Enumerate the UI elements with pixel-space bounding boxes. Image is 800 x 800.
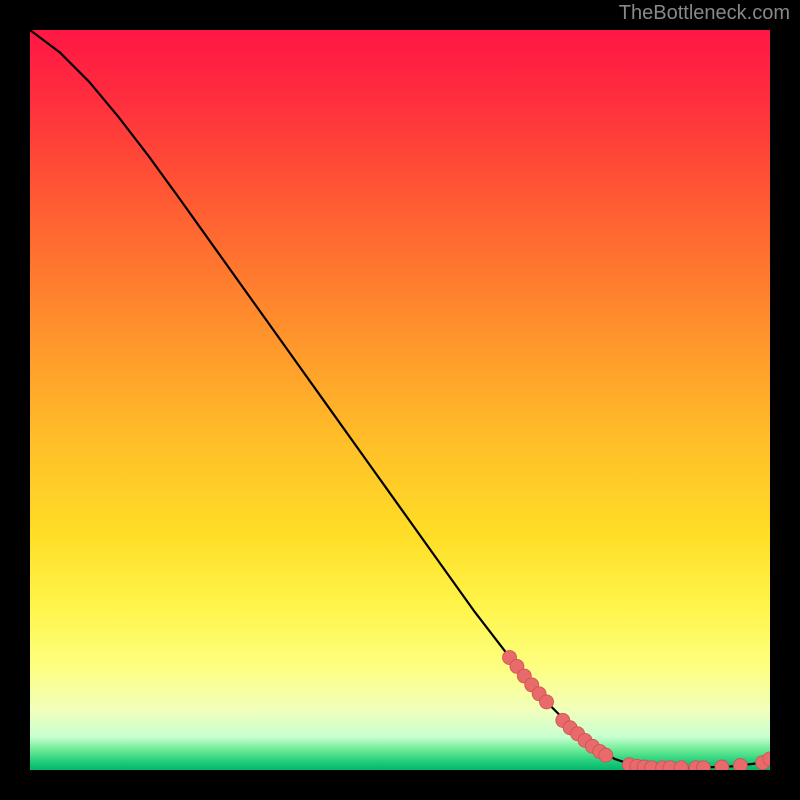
curve-layer xyxy=(30,30,770,770)
data-marker xyxy=(540,695,554,709)
data-marker xyxy=(715,760,729,770)
watermark-text: TheBottleneck.com xyxy=(619,2,790,25)
data-markers xyxy=(503,651,770,770)
plot-area xyxy=(30,30,770,770)
data-marker xyxy=(674,761,688,770)
data-marker xyxy=(599,748,613,762)
bottleneck-curve xyxy=(30,30,770,768)
data-marker xyxy=(733,759,747,770)
